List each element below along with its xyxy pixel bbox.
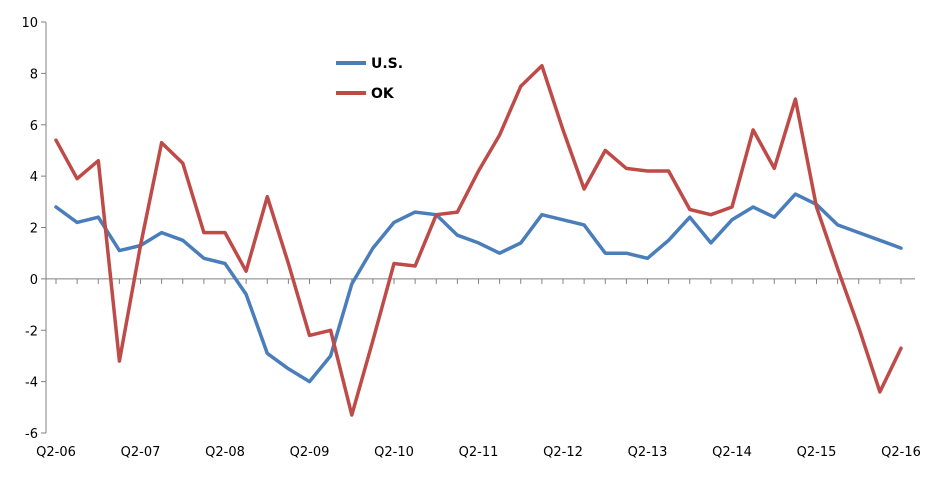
y-tick-label: 8 xyxy=(30,67,38,82)
series-layer xyxy=(54,63,903,417)
x-tick-label: Q2-13 xyxy=(628,445,668,460)
x-tick-label: Q2-06 xyxy=(36,445,76,460)
x-tick-label: Q2-07 xyxy=(121,445,161,460)
legend: U.S. OK xyxy=(336,56,403,102)
y-tick-label: -6 xyxy=(25,427,38,442)
legend-label-us: U.S. xyxy=(371,56,403,72)
y-tick-label: -2 xyxy=(25,324,38,339)
x-tick-label: Q2-09 xyxy=(290,445,330,460)
y-tick-label: 2 xyxy=(30,222,38,237)
series-line-ok xyxy=(54,63,903,417)
y-tick-label: -4 xyxy=(25,376,38,391)
x-tick-label: Q2-12 xyxy=(543,445,583,460)
x-axis: Q2-06 Q2-07 Q2-08 Q2-09 Q2-10 Q2-11 Q2-12 Q2-13… xyxy=(36,278,921,460)
series-line-u-s xyxy=(54,192,903,384)
x-tick-label: Q2-14 xyxy=(712,445,752,460)
legend-label-ok: OK xyxy=(371,86,395,102)
x-tick-label: Q2-16 xyxy=(881,445,921,460)
x-tick-label: Q2-15 xyxy=(797,445,837,460)
y-tick-label: 10 xyxy=(21,16,38,31)
x-tick-label: Q2-10 xyxy=(374,445,414,460)
y-axis: -6 -4 -2 0 2 4 6 8 10 xyxy=(21,16,47,442)
x-tick-label: Q2-11 xyxy=(459,445,499,460)
y-tick-label: 4 xyxy=(30,170,38,185)
y-tick-label: 6 xyxy=(30,119,38,134)
x-tick-label: Q2-08 xyxy=(205,445,245,460)
y-tick-label: 0 xyxy=(30,273,38,288)
